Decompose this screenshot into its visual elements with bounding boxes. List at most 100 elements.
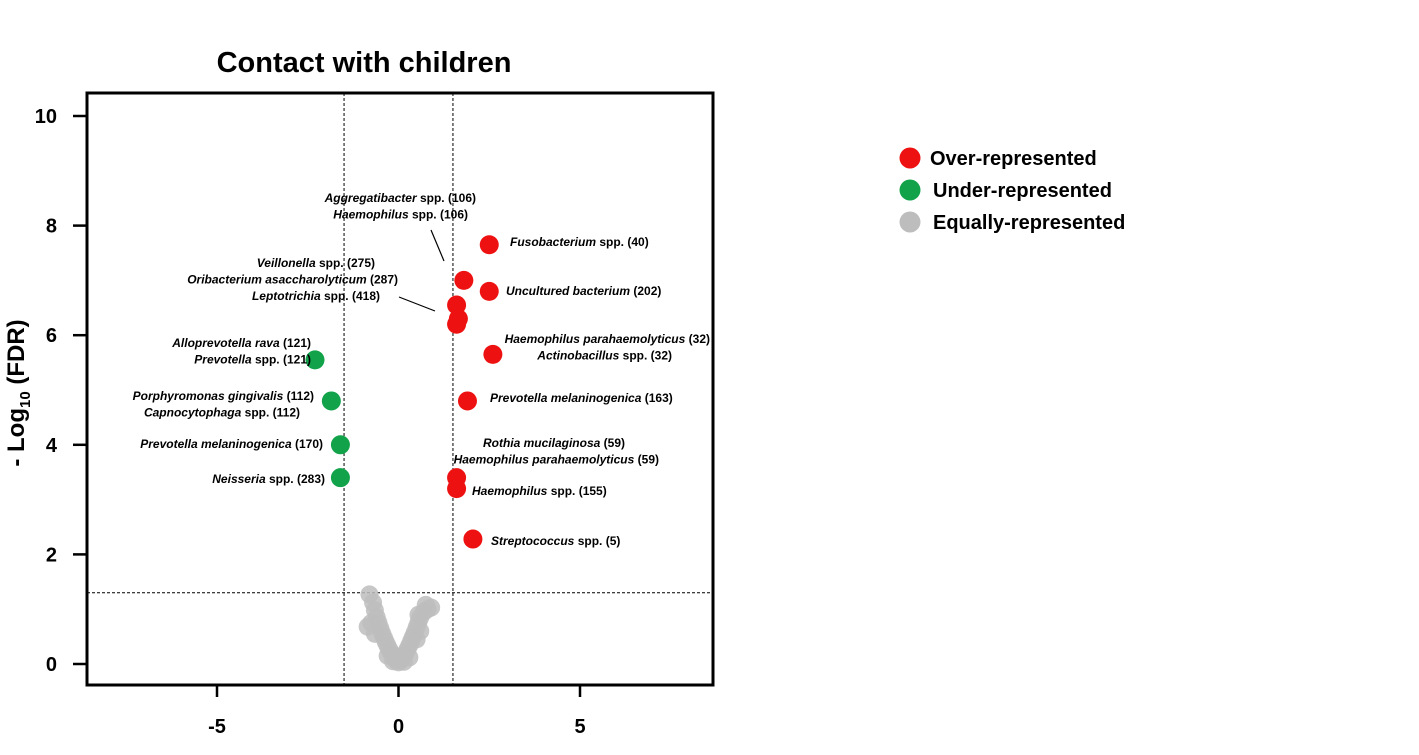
legend-marker bbox=[899, 179, 921, 201]
taxon-count: (163) bbox=[641, 391, 672, 405]
legend-marker bbox=[899, 211, 921, 233]
taxon-name: Haemophilus parahaemolyticus bbox=[505, 332, 686, 346]
taxon-count: (170) bbox=[292, 437, 323, 451]
y-tick-label: 10 bbox=[35, 106, 57, 128]
taxon-name: Prevotella melaninogenica bbox=[140, 437, 292, 451]
taxon-count: spp. (5) bbox=[574, 534, 620, 548]
equally-represented-point bbox=[394, 652, 413, 671]
taxon-name: Uncultured bacterium bbox=[506, 284, 630, 298]
legend-label: Equally-represented bbox=[933, 212, 1125, 234]
callout-label: Haemophilus spp. (106) bbox=[333, 208, 468, 222]
legend-label: Under-represented bbox=[933, 180, 1112, 202]
taxon-name: Haemophilus bbox=[333, 208, 409, 222]
taxon-name: Fusobacterium bbox=[510, 235, 596, 249]
point-label: Streptococcus spp. (5) bbox=[491, 534, 620, 548]
point-label: Haemophilus parahaemolyticus (59) bbox=[454, 453, 659, 467]
y-axis-label-subscript: 10 bbox=[17, 391, 34, 408]
taxon-name: Prevotella bbox=[194, 353, 252, 367]
over-represented-point bbox=[447, 314, 467, 334]
y-tick-label: 6 bbox=[46, 325, 57, 347]
taxon-count: (32) bbox=[685, 332, 710, 346]
over-represented-point bbox=[483, 344, 503, 364]
taxon-count: spp. (283) bbox=[266, 472, 325, 486]
under-represented-point bbox=[305, 350, 325, 370]
taxon-name: Oribacterium asaccharolyticum bbox=[187, 273, 367, 287]
point-label: Capnocytophaga spp. (112) bbox=[144, 406, 300, 420]
taxon-count: spp. (106) bbox=[417, 191, 476, 205]
taxon-count: spp. (40) bbox=[596, 235, 649, 249]
point-label: Prevotella spp. (121) bbox=[194, 353, 311, 367]
over-represented-point bbox=[454, 270, 474, 290]
over-represented-point bbox=[447, 479, 467, 499]
y-tick-label: 2 bbox=[46, 544, 57, 566]
taxon-name: Neisseria bbox=[212, 472, 266, 486]
point-label: Prevotella melaninogenica (170) bbox=[140, 437, 323, 451]
x-tick-label: -5 bbox=[208, 716, 226, 738]
callout-label: Veillonella spp. (275) bbox=[257, 256, 375, 270]
point-label: Porphyromonas gingivalis (112) bbox=[133, 389, 314, 403]
point-annotations: Fusobacterium spp. (40) Uncultured bacter… bbox=[133, 191, 710, 548]
taxon-name: Aggregatibacter bbox=[324, 191, 418, 205]
taxon-count: (59) bbox=[634, 453, 659, 467]
taxon-name: Actinobacillus bbox=[536, 349, 619, 363]
callout-label: Leptotrichia spp. (418) bbox=[252, 289, 380, 303]
taxon-name: Veillonella bbox=[257, 256, 316, 270]
point-label: Prevotella melaninogenica (163) bbox=[490, 391, 673, 405]
taxon-count: spp. (32) bbox=[619, 349, 672, 363]
plot-frame bbox=[85, 91, 715, 687]
taxon-name: Rothia mucilaginosa bbox=[483, 436, 601, 450]
legend: Over-represented Under-represented Equally… bbox=[899, 147, 1125, 234]
y-axis-label-suffix: (FDR) bbox=[3, 319, 30, 391]
callout-label: Oribacterium asaccharolyticum (287) bbox=[187, 273, 398, 287]
taxon-count: (202) bbox=[630, 284, 661, 298]
equally-represented-point bbox=[409, 605, 428, 624]
point-label: Alloprevotella rava (121) bbox=[171, 336, 311, 350]
equally-represented-point bbox=[407, 630, 426, 649]
x-tick-label: 0 bbox=[393, 716, 404, 738]
point-label: Actinobacillus spp. (32) bbox=[536, 349, 672, 363]
y-tick-label: 0 bbox=[46, 654, 57, 676]
callout-label: Aggregatibacter spp. (106) bbox=[324, 191, 476, 205]
taxon-count: spp. (112) bbox=[241, 406, 300, 420]
chart-title: Contact with children bbox=[217, 47, 512, 79]
taxon-name: Leptotrichia bbox=[252, 289, 321, 303]
point-label: Haemophilus parahaemolyticus (32) bbox=[505, 332, 710, 346]
taxon-name: Prevotella melaninogenica bbox=[490, 391, 642, 405]
taxon-name: Haemophilus parahaemolyticus bbox=[454, 453, 635, 467]
y-axis: 0 2 4 6 8 10 bbox=[35, 106, 87, 676]
taxon-count: (59) bbox=[600, 436, 625, 450]
legend-label: Over-represented bbox=[930, 148, 1097, 170]
legend-marker bbox=[899, 147, 921, 169]
taxon-count: spp. (275) bbox=[316, 256, 375, 270]
equally-represented-point bbox=[365, 624, 384, 643]
point-label: Rothia mucilaginosa (59) bbox=[483, 436, 625, 450]
x-tick-label: 5 bbox=[574, 716, 585, 738]
taxon-count: (112) bbox=[283, 389, 314, 403]
data-points bbox=[305, 235, 503, 672]
x-axis: -5 0 5 bbox=[208, 685, 586, 738]
y-tick-label: 4 bbox=[46, 435, 58, 457]
under-represented-point bbox=[321, 391, 341, 411]
callout-leader-line bbox=[398, 296, 436, 312]
under-represented-point bbox=[330, 435, 350, 455]
callout-leader-line bbox=[430, 229, 445, 262]
taxon-count: (121) bbox=[280, 336, 311, 350]
taxon-count: spp. (121) bbox=[252, 353, 311, 367]
taxon-count: (287) bbox=[367, 273, 398, 287]
over-represented-point bbox=[463, 529, 483, 549]
over-represented-point bbox=[479, 281, 499, 301]
point-label: Haemophilus spp. (155) bbox=[472, 484, 607, 498]
over-represented-point bbox=[479, 235, 499, 255]
taxon-name: Porphyromonas gingivalis bbox=[133, 389, 284, 403]
taxon-count: spp. (106) bbox=[409, 208, 468, 222]
taxon-count: spp. (418) bbox=[321, 289, 380, 303]
over-represented-point bbox=[457, 391, 477, 411]
point-label: Fusobacterium spp. (40) bbox=[510, 235, 649, 249]
point-label: Neisseria spp. (283) bbox=[212, 472, 325, 486]
under-represented-point bbox=[330, 468, 350, 488]
taxon-name: Haemophilus bbox=[472, 484, 548, 498]
taxon-name: Capnocytophaga bbox=[144, 406, 242, 420]
taxon-name: Streptococcus bbox=[491, 534, 575, 548]
